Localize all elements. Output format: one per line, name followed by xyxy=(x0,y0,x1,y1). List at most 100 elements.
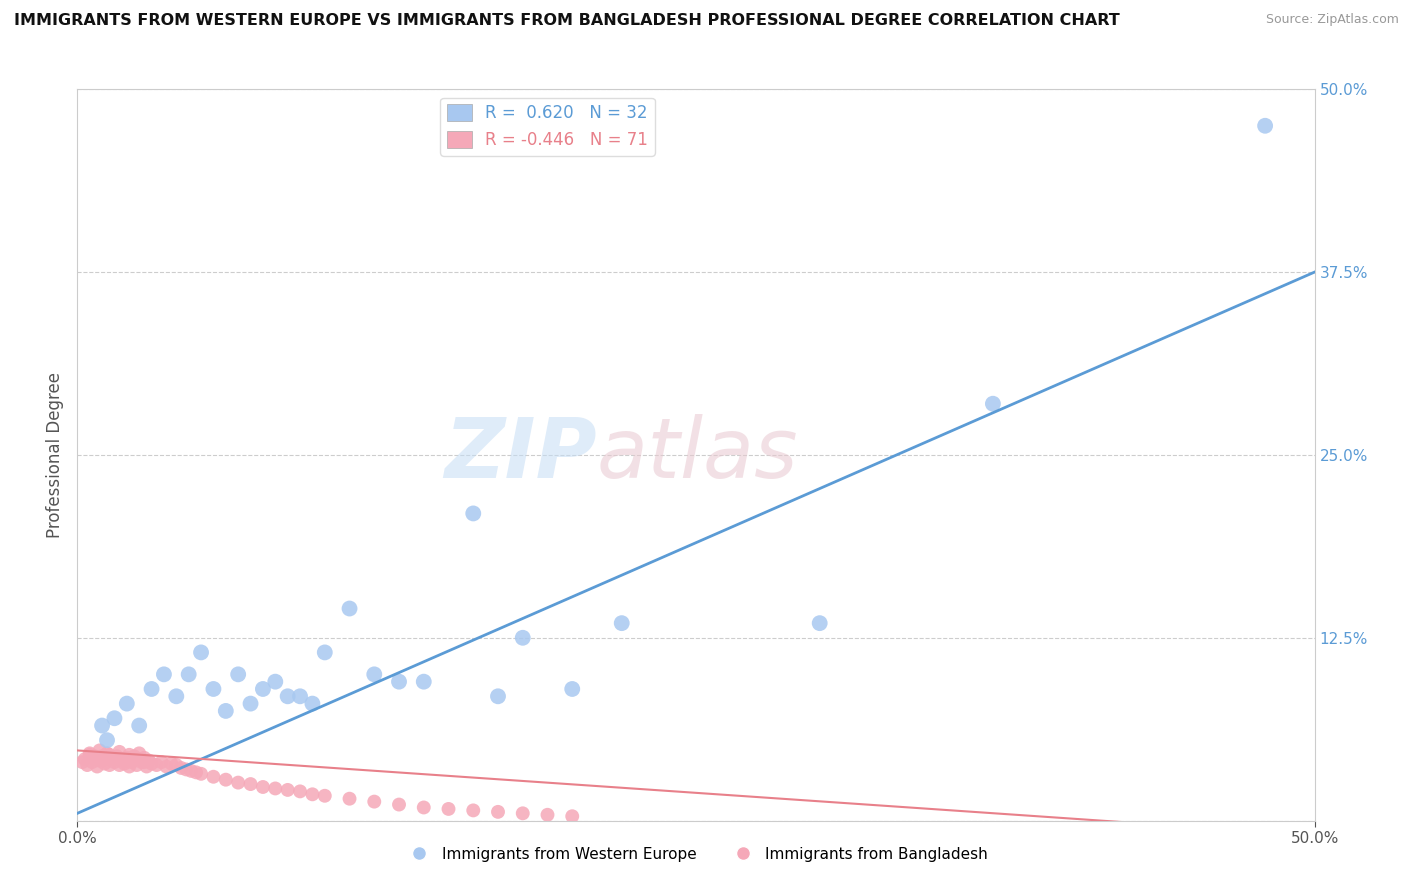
Point xyxy=(79,747,101,762)
Point xyxy=(125,758,148,772)
Point xyxy=(165,758,187,772)
Point xyxy=(437,802,460,816)
Point xyxy=(226,667,249,681)
Point xyxy=(138,754,160,768)
Point xyxy=(363,795,385,809)
Point xyxy=(610,616,633,631)
Point xyxy=(89,754,111,768)
Point xyxy=(1254,119,1277,133)
Point xyxy=(93,756,115,771)
Point xyxy=(561,681,583,696)
Point xyxy=(808,616,831,631)
Point xyxy=(105,749,128,764)
Point xyxy=(135,759,157,773)
Point xyxy=(512,806,534,821)
Point xyxy=(981,397,1004,411)
Point xyxy=(155,759,177,773)
Point xyxy=(103,755,125,769)
Point xyxy=(103,711,125,725)
Point xyxy=(89,743,111,757)
Point xyxy=(301,787,323,801)
Point xyxy=(226,775,249,789)
Point xyxy=(86,759,108,773)
Point xyxy=(73,752,96,766)
Point xyxy=(215,704,238,718)
Point xyxy=(264,674,287,689)
Point xyxy=(111,754,134,768)
Point xyxy=(76,758,98,772)
Point xyxy=(202,770,225,784)
Point xyxy=(363,667,385,681)
Point xyxy=(79,747,101,761)
Point xyxy=(165,690,187,704)
Point xyxy=(112,756,135,771)
Point xyxy=(145,758,167,772)
Point xyxy=(463,507,485,521)
Point xyxy=(252,780,274,794)
Text: Source: ZipAtlas.com: Source: ZipAtlas.com xyxy=(1265,13,1399,27)
Point xyxy=(83,750,105,764)
Point xyxy=(339,791,361,805)
Point xyxy=(170,761,193,775)
Point xyxy=(288,784,311,798)
Point xyxy=(96,733,118,747)
Text: IMMIGRANTS FROM WESTERN EUROPE VS IMMIGRANTS FROM BANGLADESH PROFESSIONAL DEGREE: IMMIGRANTS FROM WESTERN EUROPE VS IMMIGR… xyxy=(14,13,1119,29)
Point xyxy=(486,690,509,704)
Point xyxy=(277,690,299,704)
Point xyxy=(412,800,434,814)
Point xyxy=(339,601,361,615)
Point xyxy=(91,749,114,764)
Point xyxy=(112,754,135,768)
Point xyxy=(108,745,131,759)
Point xyxy=(134,755,156,769)
Point xyxy=(463,804,485,818)
Point xyxy=(174,763,197,777)
Point xyxy=(141,681,163,696)
Point xyxy=(96,747,118,761)
Point xyxy=(93,752,115,766)
Point xyxy=(83,749,105,764)
Point xyxy=(118,759,141,773)
Point xyxy=(239,777,262,791)
Point xyxy=(128,752,150,766)
Text: ZIP: ZIP xyxy=(444,415,598,495)
Point xyxy=(101,752,124,766)
Point xyxy=(115,697,138,711)
Point xyxy=(561,809,583,823)
Point xyxy=(536,807,558,822)
Point xyxy=(160,756,183,771)
Point xyxy=(314,645,336,659)
Point xyxy=(122,750,145,764)
Point xyxy=(202,681,225,696)
Point xyxy=(215,772,238,787)
Point xyxy=(239,697,262,711)
Point xyxy=(190,767,212,781)
Point xyxy=(98,747,121,762)
Point xyxy=(150,755,173,769)
Point xyxy=(131,755,153,769)
Point xyxy=(98,758,121,772)
Point xyxy=(153,667,176,681)
Point xyxy=(118,747,141,762)
Point xyxy=(190,645,212,659)
Point xyxy=(128,747,150,761)
Point xyxy=(115,750,138,764)
Y-axis label: Professional Degree: Professional Degree xyxy=(46,372,65,538)
Point xyxy=(301,697,323,711)
Point xyxy=(277,783,299,797)
Point xyxy=(314,789,336,803)
Text: atlas: atlas xyxy=(598,415,799,495)
Point xyxy=(122,749,145,764)
Point xyxy=(388,674,411,689)
Point xyxy=(264,781,287,796)
Point xyxy=(184,765,207,780)
Point xyxy=(512,631,534,645)
Point xyxy=(288,690,311,704)
Point xyxy=(388,797,411,812)
Point xyxy=(252,681,274,696)
Legend: Immigrants from Western Europe, Immigrants from Bangladesh: Immigrants from Western Europe, Immigran… xyxy=(398,840,994,868)
Point xyxy=(141,756,163,771)
Point xyxy=(103,750,125,764)
Point xyxy=(72,755,94,769)
Point xyxy=(486,805,509,819)
